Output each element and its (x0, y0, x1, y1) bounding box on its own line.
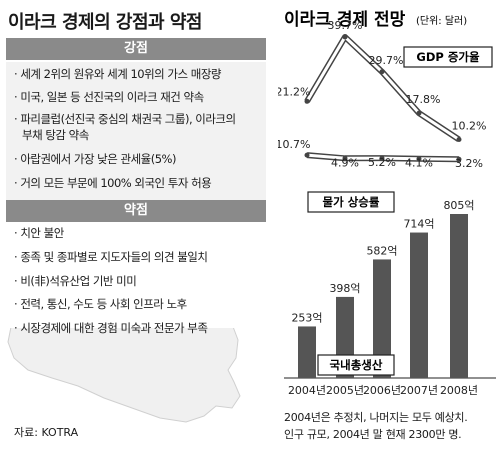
weakness-item: · 전력, 통신, 수도 등 사회 인프라 노후 (14, 297, 187, 311)
chart-note-1: 2004년은 추정치, 나머지는 모두 예상치. (284, 411, 468, 424)
weakness-text: 시장경제에 대한 경험 미숙과 전문가 부족 (20, 321, 208, 335)
strength-item: · 미국, 일본 등 선진국의 이라크 재건 약속 (14, 90, 204, 104)
weakness-text: 비(非)석유산업 기반 미미 (20, 274, 137, 288)
legend-gdp-growth-text: GDP 증가율 (416, 50, 480, 64)
chart-title: 이라크 경제 전망 (284, 10, 406, 30)
legend-gdp-growth-box (403, 46, 493, 68)
gdp-bar (373, 259, 391, 378)
strength-item-continued: 부채 탕감 약속 (22, 128, 89, 142)
strength-item: · 파리클럽(선진국 중심의 채권국 그룹), 이라크의 (14, 112, 236, 126)
left-title: 이라크 경제의 강점과 약점 (8, 12, 202, 33)
gdp-value-label: 253억 (291, 311, 322, 324)
legend-gdp-box (317, 354, 395, 376)
x-tick-label: 2004년 (288, 384, 326, 397)
inflation-label: 3.2% (455, 157, 483, 170)
outlook-chart: 이라크 경제 전망 (단위: 달러) 253억398억582억714억805억2… (278, 10, 496, 397)
gdp-growth-label: 10.2% (452, 120, 487, 133)
strength-text: 파리클럽(선진국 중심의 채권국 그룹), 이라크의 (20, 112, 236, 126)
gdp-growth-label: 39.7% (328, 19, 363, 32)
strength-item: · 세계 2위의 원유와 세계 10위의 가스 매장량 (14, 67, 221, 81)
source-credit: 자료: KOTRA (14, 426, 79, 439)
inflation-label: 4.1% (405, 157, 433, 170)
inflation-point (379, 155, 385, 161)
gdp-value-label: 398억 (329, 282, 360, 295)
gdp-growth-point (304, 98, 310, 104)
weakness-text: 종족 및 종파별로 지도자들의 의견 불일치 (20, 250, 208, 264)
x-tick-label: 2005년 (326, 384, 364, 397)
inflation-point (416, 156, 422, 162)
inflation-label: 10.7% (278, 138, 310, 151)
weakness-item: · 시장경제에 대한 경험 미숙과 전문가 부족 (14, 321, 208, 335)
strength-item: · 아랍권에서 가장 낮은 관세율(5%) (14, 152, 176, 166)
weakness-item: · 치안 불안 (14, 226, 64, 240)
gdp-bars (298, 214, 468, 378)
gdp-value-label: 805억 (443, 199, 474, 212)
gdp-growth-point (342, 34, 348, 40)
legend-inflation-text: 물가 상승률 (323, 195, 380, 209)
gdp-growth-label: 17.8% (406, 93, 441, 106)
gdp-value-label: 714억 (403, 218, 434, 231)
gdp-growth-point (416, 110, 422, 116)
weakness-list: · 치안 불안 · 종족 및 종파별로 지도자들의 의견 불일치 · 비(非)석… (6, 222, 266, 335)
inflation-label: 4.9% (331, 156, 359, 169)
gdp-value-label: 582억 (366, 244, 397, 257)
gdp-bar (298, 326, 316, 378)
legend-gdp-text: 국내총생산 (330, 358, 383, 372)
x-tick-label: 2006년 (363, 384, 401, 397)
x-tick-label: 2007년 (400, 384, 438, 397)
weakness-item: · 비(非)석유산업 기반 미미 (14, 274, 137, 288)
gdp-bar (410, 232, 428, 378)
gdp-bar (450, 214, 468, 378)
data-labels: 253억 398억 582억 714억 805억 21.2% 39.7% 29.7% 17.8%… (278, 19, 486, 324)
chart-note-2: 인구 규모, 2004년 말 현재 2300만 명. (284, 428, 462, 441)
strength-list: · 세계 2위의 원유와 세계 10위의 가스 매장량 · 미국, 일본 등 선… (6, 62, 266, 200)
weakness-text: 치안 불안 (20, 226, 64, 240)
weakness-text: 전력, 통신, 수도 등 사회 인프라 노후 (20, 297, 187, 311)
strengths-weaknesses-panel: 이라크 경제의 강점과 약점 강점 · 세계 2위의 원유와 세계 10위의 가… (6, 12, 266, 439)
x-tick-label: 2008년 (440, 384, 478, 397)
strength-item: · 거의 모든 부문에 100% 외국인 투자 허용 (14, 176, 212, 190)
economic-outlook-panel: 이라크 경제 전망 (단위: 달러) 253억 398억 582억 714억 805억 2… (278, 0, 500, 451)
gdp-growth-label: 21.2% (278, 85, 310, 98)
weakness-item: · 종족 및 종파별로 지도자들의 의견 불일치 (14, 250, 208, 264)
rate-lines (304, 34, 462, 163)
weakness-header: 약점 (6, 200, 266, 222)
gdp-growth-label: 29.7% (369, 54, 404, 67)
inflation-point (456, 156, 462, 162)
legend-inflation-box (307, 191, 395, 213)
strength-header: 강점 (6, 38, 266, 60)
chart-unit: (단위: 달러) (416, 14, 467, 27)
gdp-growth-point (456, 137, 462, 143)
inflation-point (342, 155, 348, 161)
inflation-label: 5.2% (368, 156, 396, 169)
inflation-point (304, 152, 310, 158)
gdp-growth-point (379, 69, 385, 75)
strength-text: 아랍권에서 가장 낮은 관세율(5%) (20, 152, 176, 166)
strength-text: 세계 2위의 원유와 세계 10위의 가스 매장량 (20, 67, 221, 81)
strength-text: 미국, 일본 등 선진국의 이라크 재건 약속 (20, 90, 204, 104)
strength-text: 거의 모든 부문에 100% 외국인 투자 허용 (20, 176, 212, 190)
